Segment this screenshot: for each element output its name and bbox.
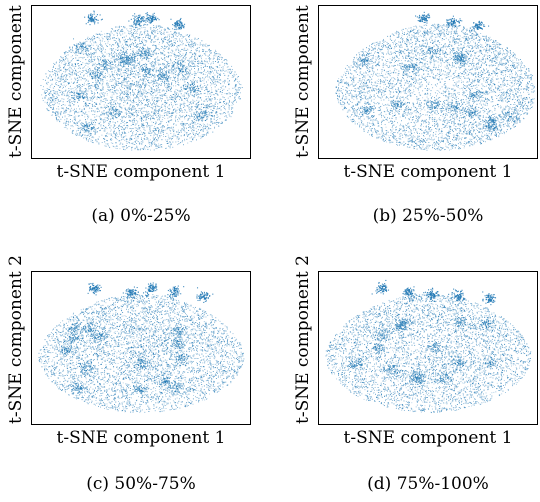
subfigure-caption: (d) 75%-100%	[318, 474, 538, 494]
scatter-plot	[325, 279, 532, 414]
plot-frame	[31, 271, 251, 425]
scatter-plot	[40, 10, 243, 151]
point-cloud	[325, 279, 532, 414]
subfigure-caption: (c) 50%-75%	[31, 474, 251, 494]
plot-frame	[31, 5, 251, 159]
y-axis-label: t-SNE component 2	[293, 0, 313, 158]
x-axis-label: t-SNE component 1	[31, 162, 251, 182]
x-axis-label: t-SNE component 1	[31, 428, 251, 448]
scatter-plot	[38, 282, 245, 413]
plot-frame	[318, 5, 538, 159]
point-cloud	[40, 10, 243, 151]
y-axis-label: t-SNE component 2	[6, 0, 26, 158]
point-cloud	[335, 11, 535, 151]
x-axis-label: t-SNE component 1	[318, 428, 538, 448]
scatter-plot	[335, 11, 535, 151]
plot-frame	[318, 271, 538, 425]
point-cloud	[38, 282, 245, 413]
subfigure-caption: (b) 25%-50%	[318, 206, 538, 226]
x-axis-label: t-SNE component 1	[318, 162, 538, 182]
subfigure-caption: (a) 0%-25%	[31, 206, 251, 226]
y-axis-label: t-SNE component 2	[293, 255, 313, 424]
y-axis-label: t-SNE component 2	[6, 255, 26, 424]
